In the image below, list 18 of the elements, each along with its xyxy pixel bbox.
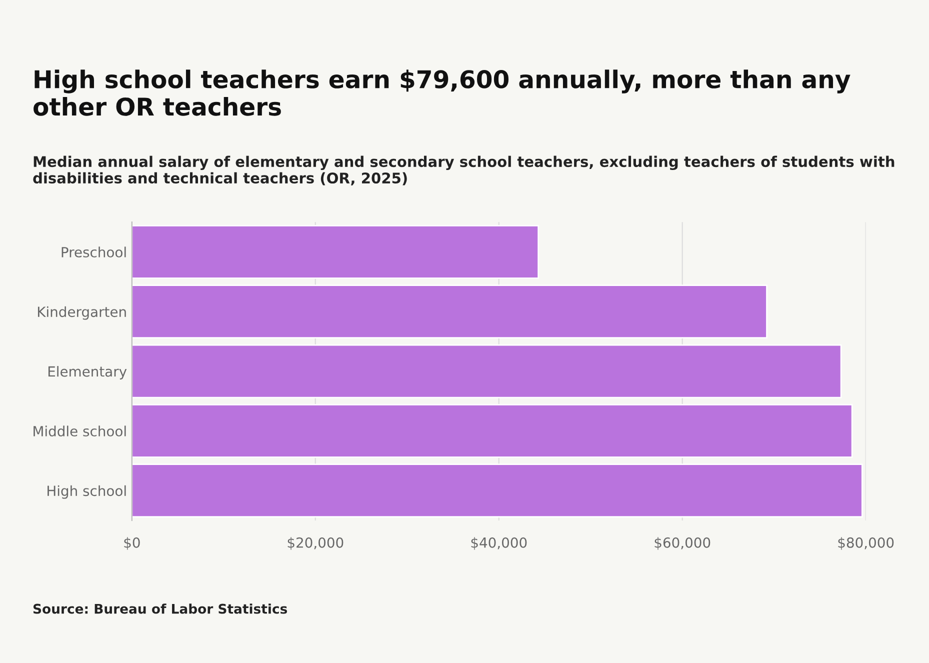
x-tick-label: $0 bbox=[124, 537, 140, 550]
x-tick-label: $60,000 bbox=[654, 537, 710, 550]
x-tick-label: $80,000 bbox=[838, 537, 894, 550]
y-tick-label: Elementary bbox=[48, 366, 127, 380]
bar bbox=[132, 464, 863, 518]
x-tick-label: $20,000 bbox=[288, 537, 344, 550]
source-note: Source: Bureau of Labor Statistics bbox=[33, 604, 288, 614]
y-tick-label: High school bbox=[48, 485, 126, 499]
bar bbox=[132, 224, 540, 279]
y-tick-label: Middle school bbox=[34, 426, 126, 436]
chart-subtitle: Median annual salary of elementary and secondary school teachers, excluding teachers of students with disabilities and technical teachers (OR, 2025) bbox=[33, 156, 894, 186]
bar bbox=[132, 404, 853, 458]
y-tick-label: Preschool bbox=[62, 246, 126, 258]
chart-title: High school teachers earn $79,600 annually, more than any other OR teachers bbox=[34, 70, 850, 116]
bar bbox=[132, 344, 842, 398]
y-tick-label: Kindergarten bbox=[38, 306, 126, 320]
bar bbox=[132, 284, 768, 339]
x-tick-label: $40,000 bbox=[471, 537, 527, 550]
